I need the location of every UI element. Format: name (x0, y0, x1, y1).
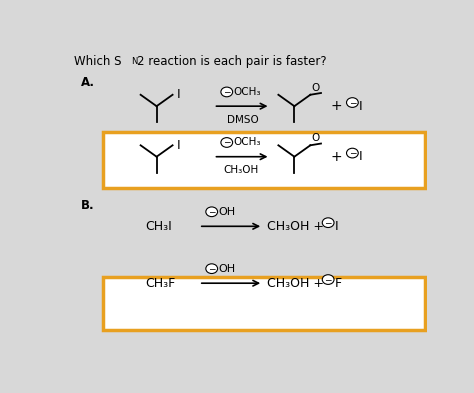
Text: −: − (223, 87, 230, 96)
Text: I: I (359, 150, 363, 163)
Text: CH₃F: CH₃F (146, 277, 176, 290)
Text: I: I (335, 220, 338, 233)
Circle shape (206, 207, 218, 217)
Text: CH₃I: CH₃I (146, 220, 173, 233)
Text: O: O (311, 134, 319, 143)
Text: N: N (131, 57, 137, 66)
Circle shape (322, 218, 334, 228)
Text: +: + (331, 150, 342, 164)
Text: CH₃OH: CH₃OH (223, 165, 258, 175)
Text: −: − (349, 148, 356, 157)
Text: F: F (335, 277, 342, 290)
Text: OH: OH (219, 264, 236, 274)
Circle shape (346, 98, 358, 107)
Text: DMSO: DMSO (228, 115, 259, 125)
Text: 2 reaction is each pair is faster?: 2 reaction is each pair is faster? (137, 55, 327, 68)
Circle shape (221, 87, 233, 97)
Circle shape (221, 138, 233, 147)
Text: I: I (176, 139, 180, 152)
Text: B.: B. (82, 199, 95, 212)
Text: −: − (324, 218, 332, 227)
Text: I: I (176, 88, 180, 101)
Text: OCH₃: OCH₃ (233, 138, 261, 147)
Text: CH₃OH +: CH₃OH + (267, 220, 328, 233)
Text: OCH₃: OCH₃ (233, 87, 261, 97)
FancyBboxPatch shape (103, 277, 425, 330)
Text: −: − (208, 207, 216, 216)
Text: CH₃OH +: CH₃OH + (267, 277, 328, 290)
Text: −: − (223, 138, 230, 147)
Text: I: I (359, 100, 363, 113)
Circle shape (206, 264, 218, 274)
Circle shape (322, 275, 334, 285)
Text: A.: A. (82, 76, 95, 89)
Text: Which S: Which S (74, 55, 121, 68)
Text: OH: OH (219, 207, 236, 217)
Text: −: − (208, 264, 216, 273)
Text: +: + (331, 99, 342, 113)
Text: O: O (311, 83, 319, 93)
Circle shape (346, 148, 358, 158)
Text: −: − (324, 275, 332, 284)
FancyBboxPatch shape (103, 132, 425, 188)
Text: −: − (349, 98, 356, 107)
